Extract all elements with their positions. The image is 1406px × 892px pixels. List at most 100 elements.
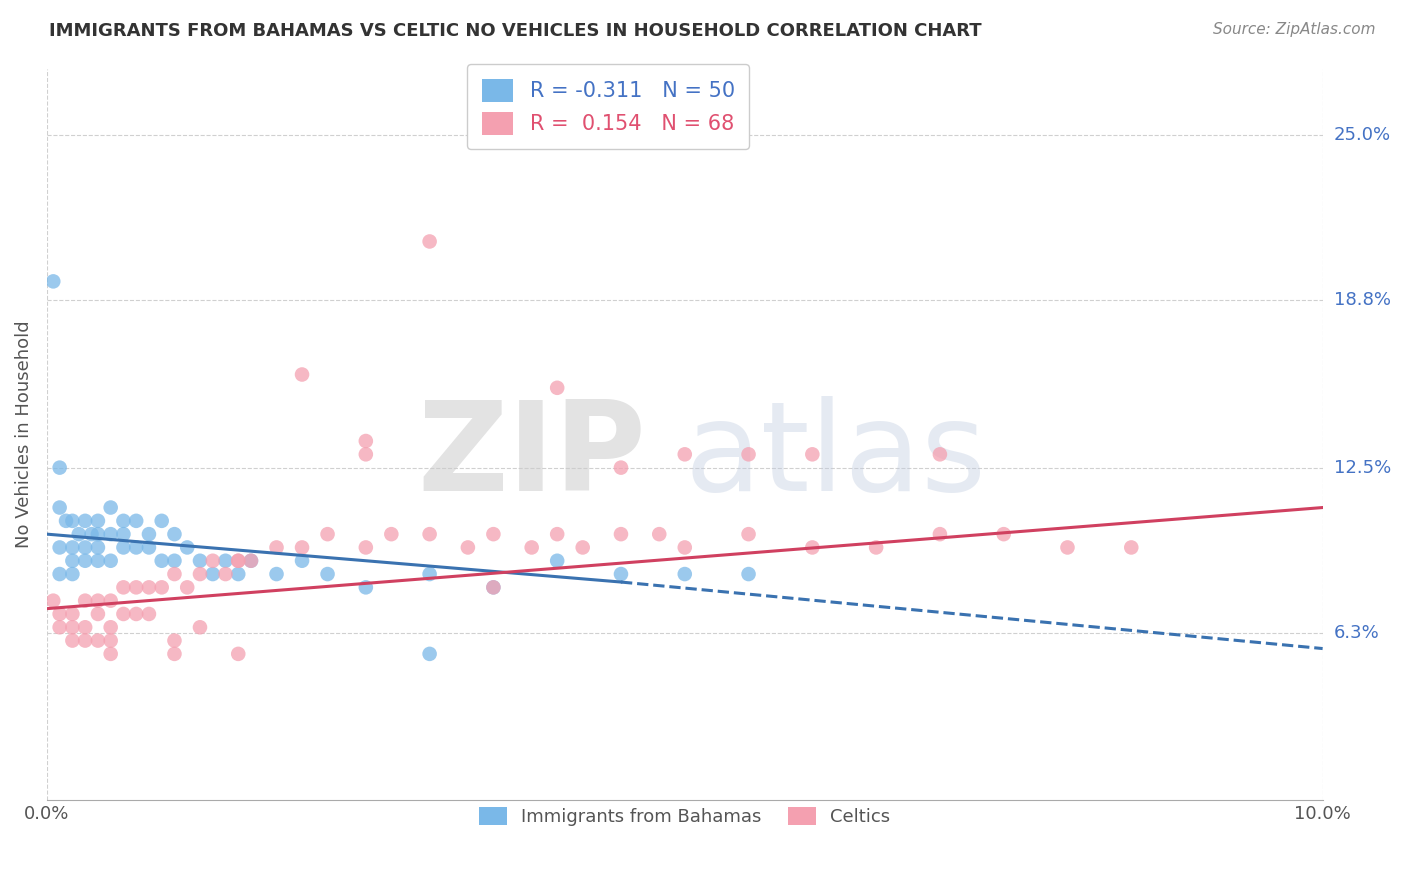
Point (87, 514, 110, 528)
Point (188, 567, 211, 582)
Point (419, 527, 441, 541)
Point (520, 541, 543, 555)
Point (75, 541, 97, 555)
Point (482, 580, 505, 594)
Point (163, 647, 186, 661)
Point (112, 514, 135, 528)
Point (571, 541, 593, 555)
Point (546, 381, 568, 395)
Point (60, 554, 83, 568)
Point (48, 620, 70, 634)
Point (929, 447, 952, 461)
Point (737, 527, 759, 541)
Point (482, 580, 505, 594)
Point (266, 567, 288, 582)
Point (354, 580, 377, 594)
Point (188, 620, 211, 634)
Point (546, 554, 568, 568)
Point (100, 647, 122, 661)
Legend: Immigrants from Bahamas, Celtics: Immigrants from Bahamas, Celtics (471, 797, 898, 835)
Point (801, 447, 824, 461)
Point (112, 607, 135, 621)
Point (60, 607, 83, 621)
Point (55, 514, 77, 528)
Point (42, 593, 65, 607)
Point (60, 620, 83, 634)
Point (75, 593, 97, 607)
Point (87, 541, 110, 555)
Point (150, 514, 173, 528)
Point (138, 541, 160, 555)
Point (457, 541, 479, 555)
Point (648, 527, 671, 541)
Point (163, 567, 186, 582)
Point (201, 554, 224, 568)
Text: 6.3%: 6.3% (1334, 624, 1379, 641)
Point (48, 500, 70, 515)
Point (865, 541, 887, 555)
Point (291, 541, 314, 555)
Point (100, 500, 122, 515)
Point (75, 554, 97, 568)
Point (75, 514, 97, 528)
Point (226, 554, 249, 568)
Point (673, 447, 696, 461)
Point (48, 460, 70, 475)
Point (87, 593, 110, 607)
Point (291, 368, 314, 382)
Point (112, 541, 135, 555)
Point (482, 102, 505, 116)
Point (214, 567, 236, 582)
Point (226, 647, 249, 661)
Point (316, 527, 339, 541)
Point (546, 527, 568, 541)
Point (354, 434, 377, 448)
Text: IMMIGRANTS FROM BAHAMAS VS CELTIC NO VEHICLES IN HOUSEHOLD CORRELATION CHART: IMMIGRANTS FROM BAHAMAS VS CELTIC NO VEH… (49, 22, 981, 40)
Point (138, 607, 160, 621)
Text: 18.8%: 18.8% (1334, 291, 1391, 309)
Y-axis label: No Vehicles in Household: No Vehicles in Household (15, 320, 32, 549)
Point (60, 514, 83, 528)
Point (993, 527, 1015, 541)
Point (176, 541, 198, 555)
Point (75, 620, 97, 634)
Point (673, 541, 696, 555)
Text: 25.0%: 25.0% (1334, 126, 1391, 144)
Point (610, 460, 633, 475)
Text: ZIP: ZIP (418, 396, 647, 516)
Point (214, 554, 236, 568)
Point (163, 554, 186, 568)
Point (266, 541, 288, 555)
Point (80, 527, 103, 541)
Point (201, 567, 224, 582)
Point (673, 567, 696, 582)
Point (112, 580, 135, 594)
Point (380, 527, 402, 541)
Point (100, 620, 122, 634)
Text: Source: ZipAtlas.com: Source: ZipAtlas.com (1212, 22, 1375, 37)
Text: 12.5%: 12.5% (1334, 458, 1391, 476)
Point (226, 567, 249, 582)
Point (150, 580, 173, 594)
Point (1121, 541, 1143, 555)
Point (419, 235, 441, 249)
Point (150, 554, 173, 568)
Point (60, 633, 83, 648)
Point (610, 527, 633, 541)
Point (929, 527, 952, 541)
Point (240, 554, 263, 568)
Point (226, 554, 249, 568)
Point (87, 607, 110, 621)
Text: atlas: atlas (685, 396, 987, 516)
Point (188, 554, 211, 568)
Point (48, 541, 70, 555)
Point (138, 527, 160, 541)
Point (610, 567, 633, 582)
Point (75, 633, 97, 648)
Point (100, 633, 122, 648)
Point (125, 514, 148, 528)
Point (42, 274, 65, 288)
Point (48, 607, 70, 621)
Point (67, 527, 90, 541)
Point (163, 527, 186, 541)
